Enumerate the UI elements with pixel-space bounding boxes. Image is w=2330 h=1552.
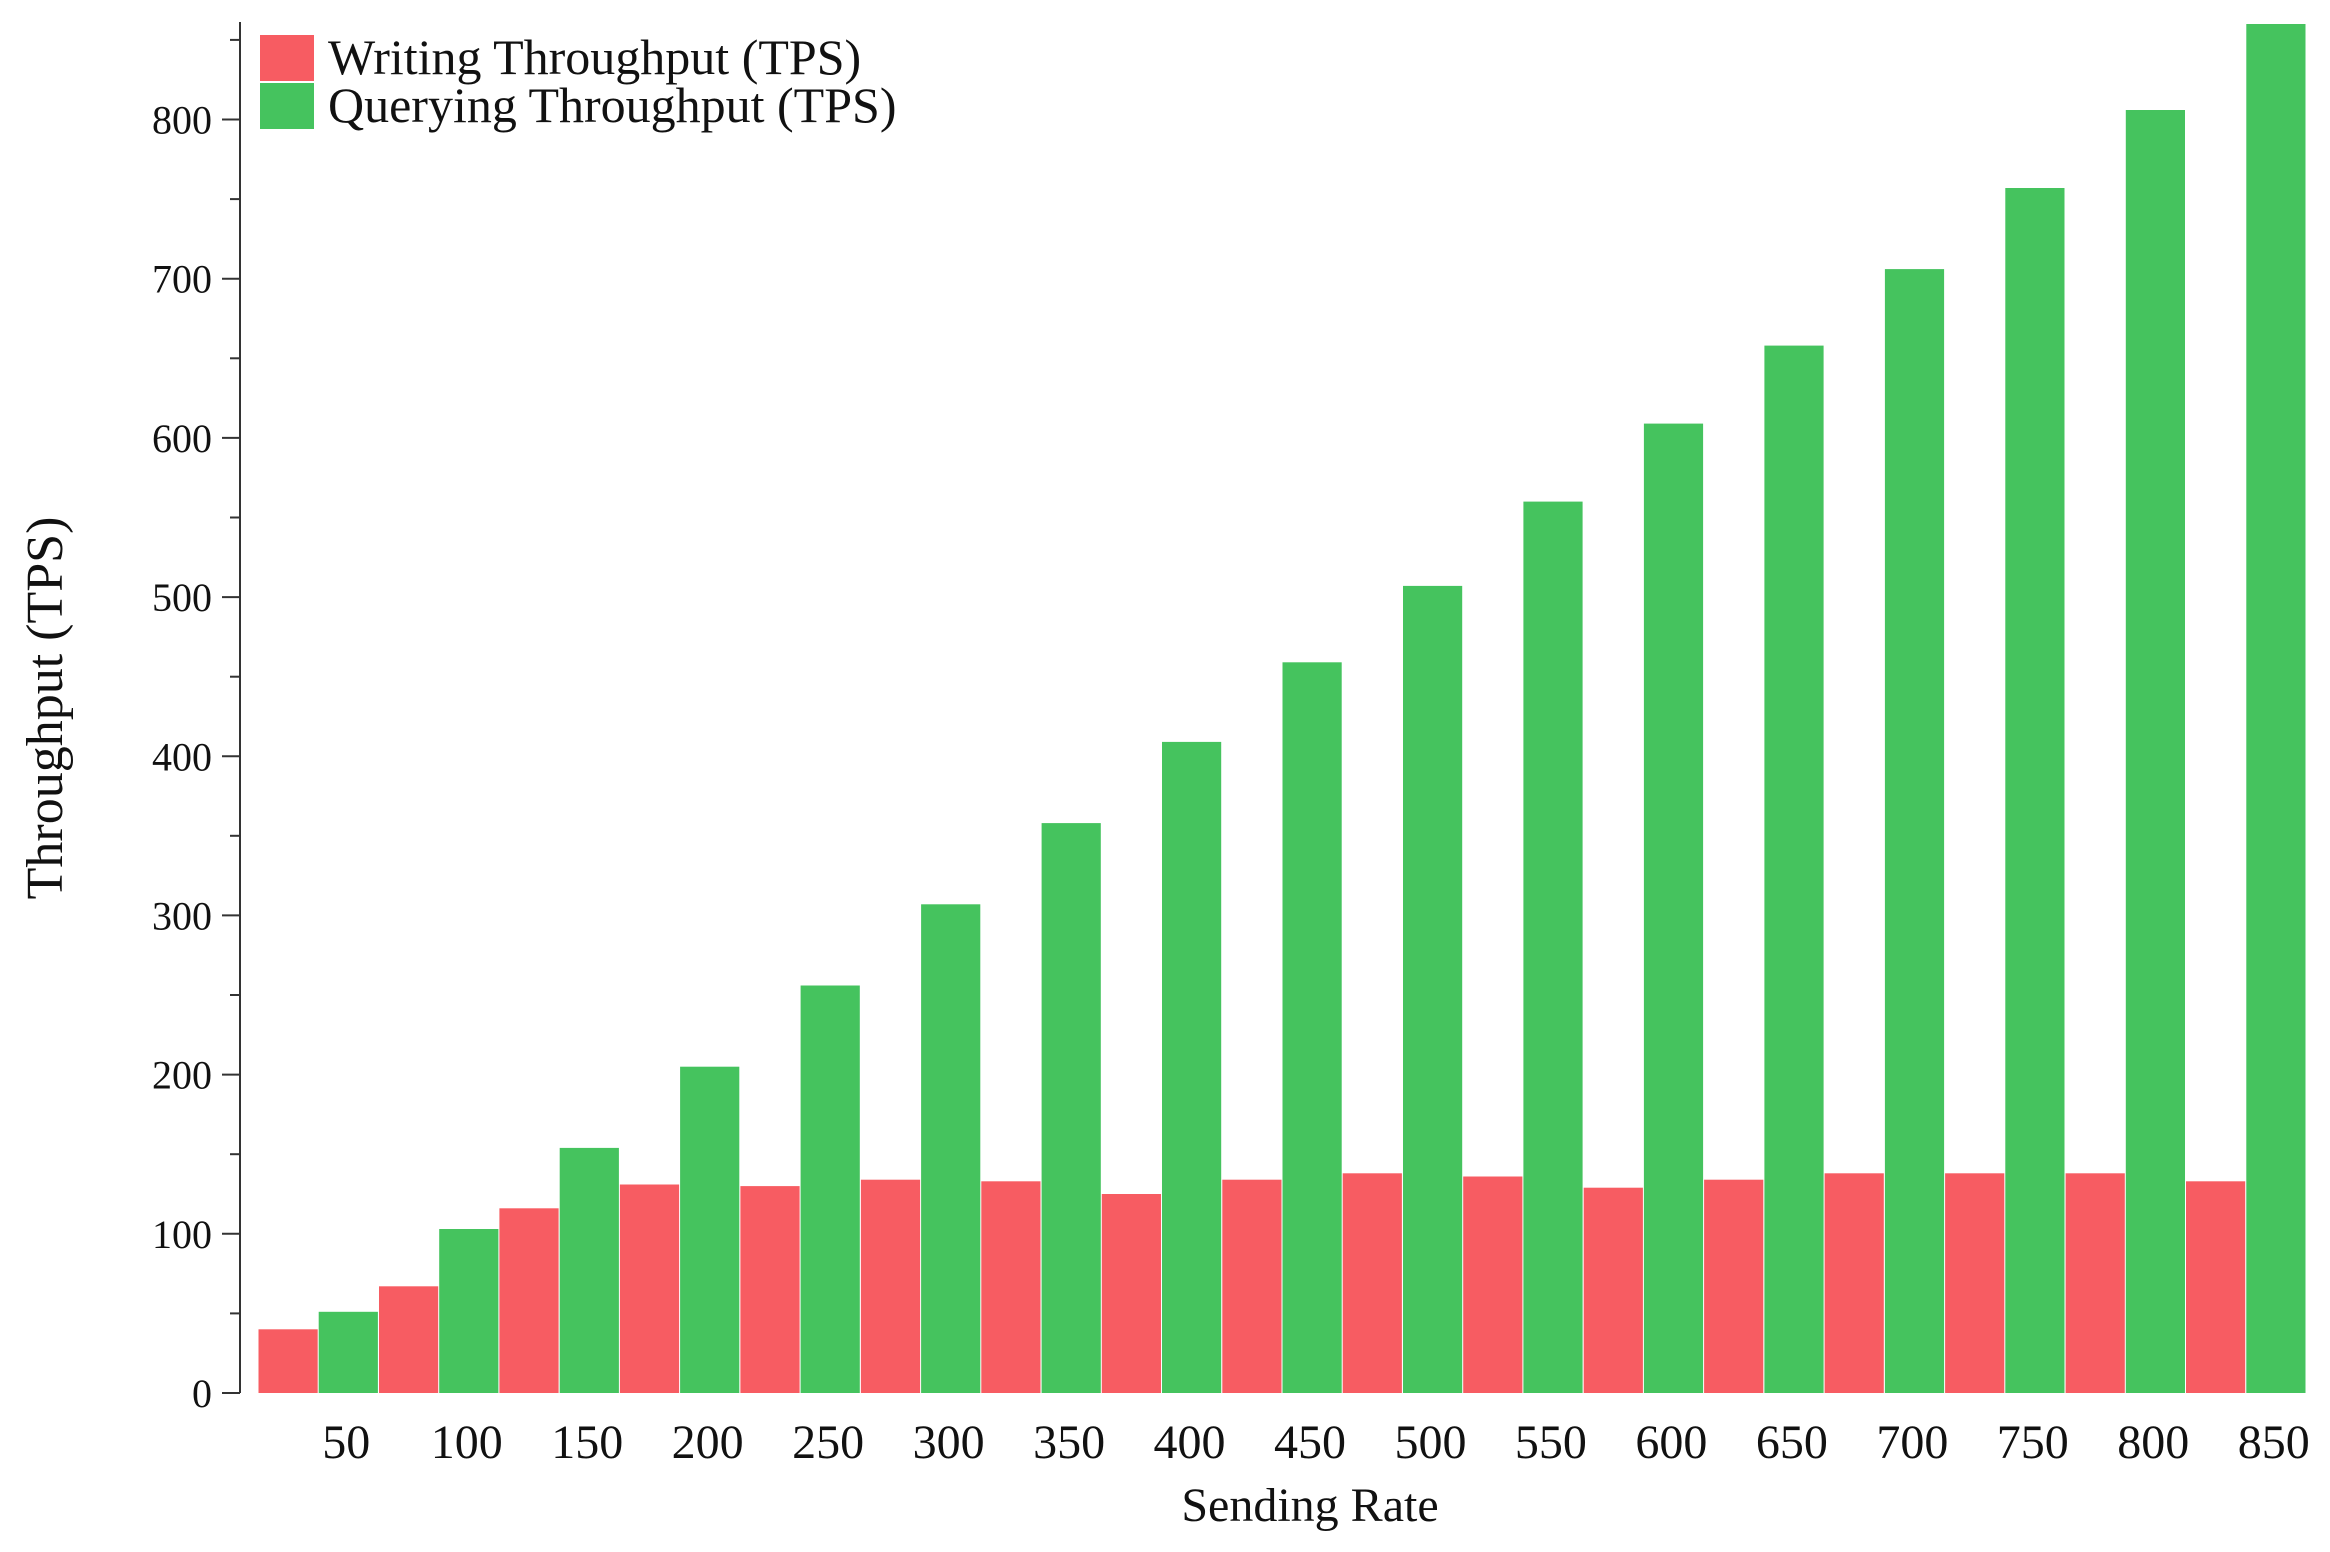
y-tick-label: 0 [192, 1371, 212, 1416]
x-tick-label: 50 [322, 1416, 370, 1469]
x-tick-label: 850 [2238, 1416, 2310, 1469]
bar-querying-50 [318, 1311, 378, 1393]
bar-querying-400 [1162, 741, 1222, 1393]
bar-querying-550 [1523, 501, 1583, 1394]
bar-writing-450 [1222, 1179, 1282, 1393]
y-tick-label: 500 [152, 575, 212, 620]
bar-writing-800 [2065, 1173, 2125, 1393]
y-tick-label: 400 [152, 734, 212, 779]
bar-writing-550 [1463, 1176, 1523, 1393]
x-tick-label: 600 [1635, 1416, 1707, 1469]
x-tick-label: 150 [551, 1416, 623, 1469]
x-tick-label: 750 [1997, 1416, 2069, 1469]
x-tick-label: 350 [1033, 1416, 1105, 1469]
bar-writing-850 [2186, 1181, 2246, 1393]
bar-writing-100 [379, 1286, 439, 1393]
legend: Writing Throughput (TPS)Querying Through… [260, 29, 896, 133]
x-tick-label: 100 [431, 1416, 503, 1469]
legend-label-querying: Querying Throughput (TPS) [328, 77, 896, 133]
bar-writing-250 [740, 1186, 800, 1393]
bar-querying-250 [800, 985, 860, 1393]
y-tick-label: 100 [152, 1212, 212, 1257]
y-tick-label: 200 [152, 1053, 212, 1098]
x-tick-label: 300 [913, 1416, 985, 1469]
x-tick-label: 400 [1154, 1416, 1226, 1469]
legend-swatch-writing [260, 35, 314, 81]
x-tick-label: 700 [1876, 1416, 1948, 1469]
bar-querying-300 [921, 904, 981, 1393]
bar-querying-600 [1643, 423, 1704, 1394]
bar-writing-500 [1342, 1173, 1402, 1393]
x-tick-label: 500 [1395, 1416, 1467, 1469]
bar-writing-750 [1945, 1173, 2005, 1393]
x-tick-label: 200 [672, 1416, 744, 1469]
x-axis-label: Sending Rate [1181, 1479, 1438, 1532]
y-tick-label: 300 [152, 893, 212, 938]
bar-writing-200 [619, 1184, 680, 1393]
bar-writing-300 [860, 1179, 921, 1393]
bar-querying-700 [1884, 269, 1945, 1394]
bars-layer [258, 24, 2306, 1394]
bar-writing-600 [1583, 1187, 1643, 1393]
bar-writing-700 [1824, 1173, 1884, 1393]
bar-querying-850 [2246, 24, 2306, 1393]
legend-label-writing: Writing Throughput (TPS) [328, 29, 861, 85]
bar-querying-650 [1764, 345, 1824, 1394]
bar-writing-50 [258, 1329, 318, 1393]
bar-querying-500 [1403, 585, 1463, 1393]
legend-swatch-querying [260, 83, 314, 129]
bar-querying-450 [1282, 662, 1342, 1393]
y-tick-label: 800 [152, 98, 212, 143]
x-tick-label: 550 [1515, 1416, 1587, 1469]
bar-writing-350 [981, 1181, 1041, 1393]
bar-writing-650 [1704, 1179, 1764, 1393]
y-tick-label: 700 [152, 257, 212, 302]
bar-querying-200 [680, 1066, 740, 1393]
y-axis-label: Throughput (TPS) [17, 517, 74, 900]
bar-querying-150 [559, 1147, 619, 1393]
bar-querying-100 [439, 1229, 499, 1393]
x-tick-label: 800 [2117, 1416, 2189, 1469]
axes-layer: 0 100 200 300 400 500 600 700 800 50 100 150 200 250 3… [17, 22, 2310, 1532]
x-tick-label: 250 [792, 1416, 864, 1469]
bar-querying-350 [1041, 823, 1101, 1393]
bar-writing-150 [499, 1208, 559, 1393]
bar-querying-800 [2125, 110, 2185, 1393]
bar-writing-400 [1101, 1194, 1161, 1393]
y-tick-label: 600 [152, 416, 212, 461]
x-tick-label: 450 [1274, 1416, 1346, 1469]
bar-querying-750 [2005, 188, 2065, 1393]
x-tick-label: 650 [1756, 1416, 1828, 1469]
